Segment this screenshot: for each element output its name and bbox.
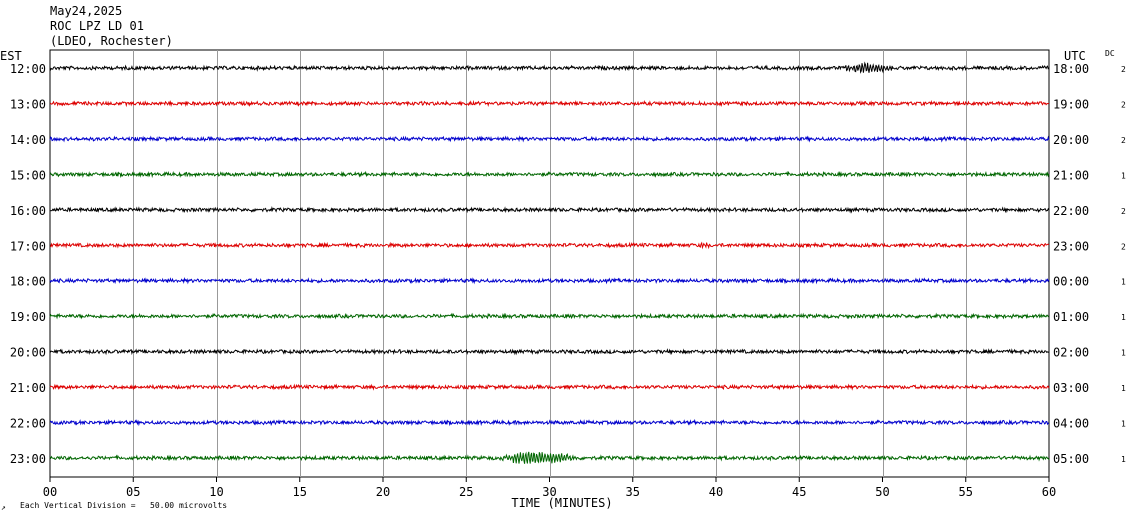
utc-label-0000: 00:00 [1053, 275, 1089, 289]
utc-label-0500: 05:00 [1053, 452, 1089, 466]
trace-row-1300 [49, 99, 1050, 108]
utc-label-1800: 18:00 [1053, 62, 1089, 76]
time-grid [49, 49, 1050, 478]
x-tick-label-20: 20 [376, 485, 390, 499]
row-labels: 12:00 18:00 213:00 19:00 214:00 20:00 215:00 21… [10, 62, 1126, 466]
trace-row-1900 [49, 312, 1049, 320]
trace-row-2300 [49, 451, 1050, 464]
est-label-1400: 14:00 [10, 133, 46, 147]
x-tick-label-05: 05 [126, 485, 140, 499]
x-tick-label-60: 60 [1042, 485, 1056, 499]
dc-value: 2 [1121, 136, 1126, 145]
utc-label-1900: 19:00 [1053, 97, 1089, 111]
est-label-1900: 19:00 [10, 310, 46, 324]
dc-value: 1 [1121, 171, 1126, 180]
dc-value: 2 [1121, 65, 1126, 74]
est-label-1200: 12:00 [10, 62, 46, 76]
est-label-1700: 17:00 [10, 239, 46, 253]
utc-label-0400: 04:00 [1053, 417, 1089, 431]
trace-row-1200 [49, 61, 1050, 74]
x-tick-label-15: 15 [293, 485, 307, 499]
seismic-traces [49, 61, 1050, 464]
utc-label-0100: 01:00 [1053, 310, 1089, 324]
x-tick-label-00: 00 [43, 485, 57, 499]
utc-label-2300: 23:00 [1053, 239, 1089, 253]
utc-label-0300: 03:00 [1053, 381, 1089, 395]
est-label-1800: 18:00 [10, 275, 46, 289]
dc-value: 1 [1121, 278, 1126, 287]
utc-label-2100: 21:00 [1053, 168, 1089, 182]
record-date: May24,2025 [50, 4, 123, 18]
arrow-glyph: ↗ [1, 503, 6, 512]
dc-value: 1 [1121, 455, 1126, 464]
est-label-2000: 20:00 [10, 346, 46, 360]
trace-row-2100 [49, 383, 1050, 391]
utc-label-2000: 20:00 [1053, 133, 1089, 147]
x-tick-label-10: 10 [209, 485, 223, 499]
left-timezone-label: EST [0, 49, 22, 63]
x-tick-label-35: 35 [626, 485, 640, 499]
station-id: ROC LPZ LD 01 [50, 19, 144, 33]
station-header: May24,2025 ROC LPZ LD 01 (LDEO, Rocheste… [50, 4, 173, 49]
trace-row-1800 [49, 277, 1050, 285]
dc-value: 1 [1121, 313, 1126, 322]
utc-label-2200: 22:00 [1053, 204, 1089, 218]
dc-value: 2 [1121, 242, 1126, 251]
trace-row-1600 [50, 206, 1050, 214]
est-label-2300: 23:00 [10, 452, 46, 466]
x-tick-label-55: 55 [959, 485, 973, 499]
x-tick-label-40: 40 [709, 485, 723, 499]
est-label-1300: 13:00 [10, 97, 46, 111]
x-axis-title: TIME (MINUTES) [511, 496, 612, 510]
right-timezone-label: UTC [1064, 49, 1086, 63]
trace-row-1500 [49, 170, 1050, 179]
dc-value: 1 [1121, 384, 1126, 393]
est-label-1500: 15:00 [10, 168, 46, 182]
x-tick-label-45: 45 [792, 485, 806, 499]
est-label-2200: 22:00 [10, 417, 46, 431]
utc-label-0200: 02:00 [1053, 346, 1089, 360]
dc-value: 2 [1121, 100, 1126, 109]
dc-value: 1 [1121, 349, 1126, 358]
trace-row-1700 [49, 241, 1050, 250]
vertical-division-note: Each Vertical Division = 50.00 microvolt… [20, 501, 227, 510]
plot-frame [49, 49, 1050, 478]
est-label-2100: 21:00 [10, 381, 46, 395]
dc-value: 2 [1121, 207, 1126, 216]
trace-row-1400 [49, 135, 1050, 143]
network-name: (LDEO, Rochester) [50, 34, 173, 48]
x-tick-label-25: 25 [459, 485, 473, 499]
est-label-1600: 16:00 [10, 204, 46, 218]
dc-header-label: DC [1105, 49, 1115, 58]
trace-row-2200 [49, 418, 1050, 427]
x-axis-ticks: 00 05 10 15 20 25 30 35 40 45 50 55 60 [43, 477, 1056, 499]
x-tick-label-30: 30 [542, 485, 556, 499]
dc-value: 1 [1121, 420, 1126, 429]
trace-row-2000 [49, 348, 1050, 356]
x-tick-label-50: 50 [875, 485, 889, 499]
